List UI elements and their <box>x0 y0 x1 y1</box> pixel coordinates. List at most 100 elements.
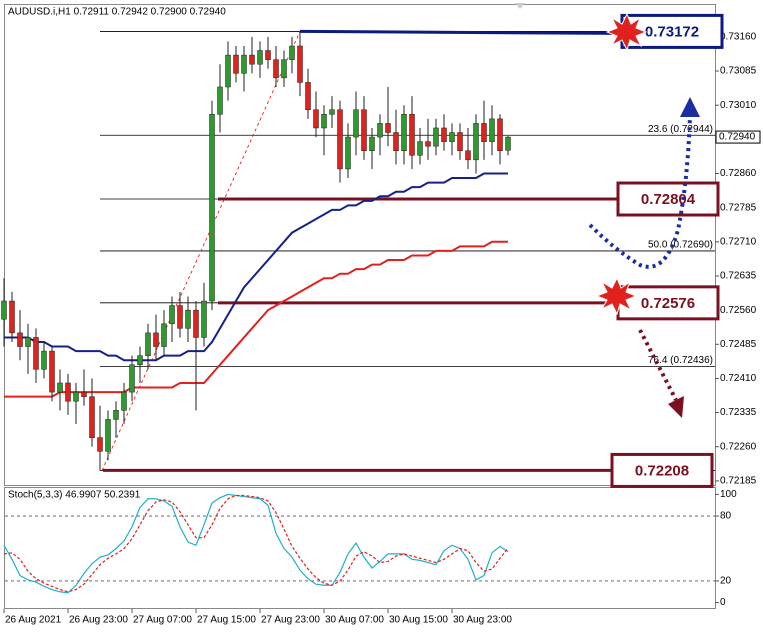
candle-body <box>73 391 79 402</box>
y-tick-label: 0.73010 <box>720 100 757 111</box>
candle-body <box>145 332 151 356</box>
stoch-line <box>3 494 509 593</box>
y-tick-label: 0.72635 <box>720 271 757 282</box>
candle-body <box>345 136 351 170</box>
candle-body <box>305 82 311 110</box>
candle-body <box>433 127 439 147</box>
candle-body <box>441 127 447 142</box>
candle-body <box>265 50 271 60</box>
candle-body <box>409 114 415 156</box>
candle-body <box>297 45 303 83</box>
candle-body <box>193 309 199 338</box>
candle-body <box>209 114 215 302</box>
y-tick-label: 0.72185 <box>720 476 757 487</box>
price-frame <box>4 4 716 486</box>
candle-body <box>377 123 383 138</box>
x-tick-label: 27 Aug 15:00 <box>197 615 256 626</box>
chart-title: AUDUSD.i,H1 0.72911 0.72942 0.72900 0.72… <box>8 7 226 18</box>
y-tick-label: 0.72335 <box>720 407 757 418</box>
candle-body <box>425 141 431 147</box>
fib-label: 76.4 (0.72436) <box>648 355 713 366</box>
y-tick-label: 80 <box>720 511 732 522</box>
candle-body <box>329 109 335 115</box>
candle-body <box>249 54 255 65</box>
candle-body <box>313 109 319 129</box>
candle-body <box>185 309 191 329</box>
arrow-down-path <box>638 329 678 401</box>
candle-body <box>393 132 399 151</box>
y-tick-label: 0.72560 <box>720 305 757 316</box>
candle-body <box>289 45 295 60</box>
candle-body <box>201 300 207 338</box>
candle-body <box>169 305 175 325</box>
candle-body <box>65 382 71 402</box>
stoch-frame <box>4 487 716 609</box>
candle-body <box>1 300 7 320</box>
candle-body <box>337 109 343 170</box>
candle-body <box>353 109 359 138</box>
candle-body <box>401 114 407 151</box>
candle-body <box>9 300 15 334</box>
x-tick-label: 30 Aug 23:00 <box>453 615 512 626</box>
last-price-box <box>715 130 761 144</box>
candle-body <box>449 132 455 142</box>
y-tick-label: 0.72485 <box>720 339 757 350</box>
scroll-marker <box>515 3 525 9</box>
arrow-up-path <box>588 114 692 269</box>
candle-body <box>137 355 143 366</box>
plot-layer: 0.73160 0.73085 0.73010 0.72860 0.72785 0.727… <box>1 13 761 626</box>
candle-body <box>257 50 263 65</box>
arrow-down-head <box>668 396 684 418</box>
candle-body <box>89 396 95 438</box>
candle-body <box>321 114 327 129</box>
y-tick-label: 0.73160 <box>720 32 757 43</box>
y-tick-label: 0.72710 <box>720 236 757 247</box>
y-tick-label: 0 <box>720 597 726 608</box>
candle-body <box>177 305 183 329</box>
fib-trendline <box>101 31 301 471</box>
candle-body <box>161 323 167 347</box>
key-level-label: 0.73172 <box>645 23 699 40</box>
y-tick-label: 0.73085 <box>720 66 757 77</box>
candle-body <box>369 136 375 151</box>
x-tick-label: 27 Aug 07:00 <box>133 615 192 626</box>
fib-label: 50.0 (0.72690) <box>648 240 713 251</box>
x-tick-label: 30 Aug 15:00 <box>389 615 448 626</box>
key-level-line <box>299 29 623 35</box>
candle-body <box>417 141 423 156</box>
candle-body <box>473 123 479 161</box>
candle-body <box>233 54 239 74</box>
y-tick-label: 0.72860 <box>720 168 757 179</box>
stoch-title: Stoch(5,3,3) 46.9907 50.2391 <box>8 490 141 501</box>
candle-body <box>481 123 487 142</box>
starburst <box>605 12 648 52</box>
moving-average <box>4 172 508 362</box>
key-level-box <box>616 285 720 321</box>
key-level-box <box>616 181 720 217</box>
candle-body <box>385 123 391 133</box>
candle-body <box>281 59 287 79</box>
stoch-line <box>3 493 509 594</box>
candle-body <box>361 109 367 151</box>
candle-body <box>241 54 247 74</box>
starburst <box>595 276 638 316</box>
key-level-box <box>610 452 714 488</box>
last-price-label: 0.72940 <box>719 132 756 143</box>
candle-body <box>225 54 231 88</box>
candle-body <box>105 419 111 452</box>
candle-body <box>121 391 127 411</box>
key-level-label: 0.72804 <box>641 191 696 208</box>
candle-body <box>113 410 119 420</box>
candle-body <box>81 391 87 397</box>
candle-body <box>153 332 159 347</box>
candle-body <box>97 437 103 452</box>
candle-body <box>129 364 135 393</box>
candle-body <box>217 86 223 115</box>
candle-body <box>25 337 31 347</box>
y-tick-label: 100 <box>720 489 737 500</box>
y-tick-label: 0.72410 <box>720 373 757 384</box>
candle-body <box>33 337 39 370</box>
fib-label: 23.6 (0.72944) <box>648 124 713 135</box>
candle-body <box>57 382 63 393</box>
